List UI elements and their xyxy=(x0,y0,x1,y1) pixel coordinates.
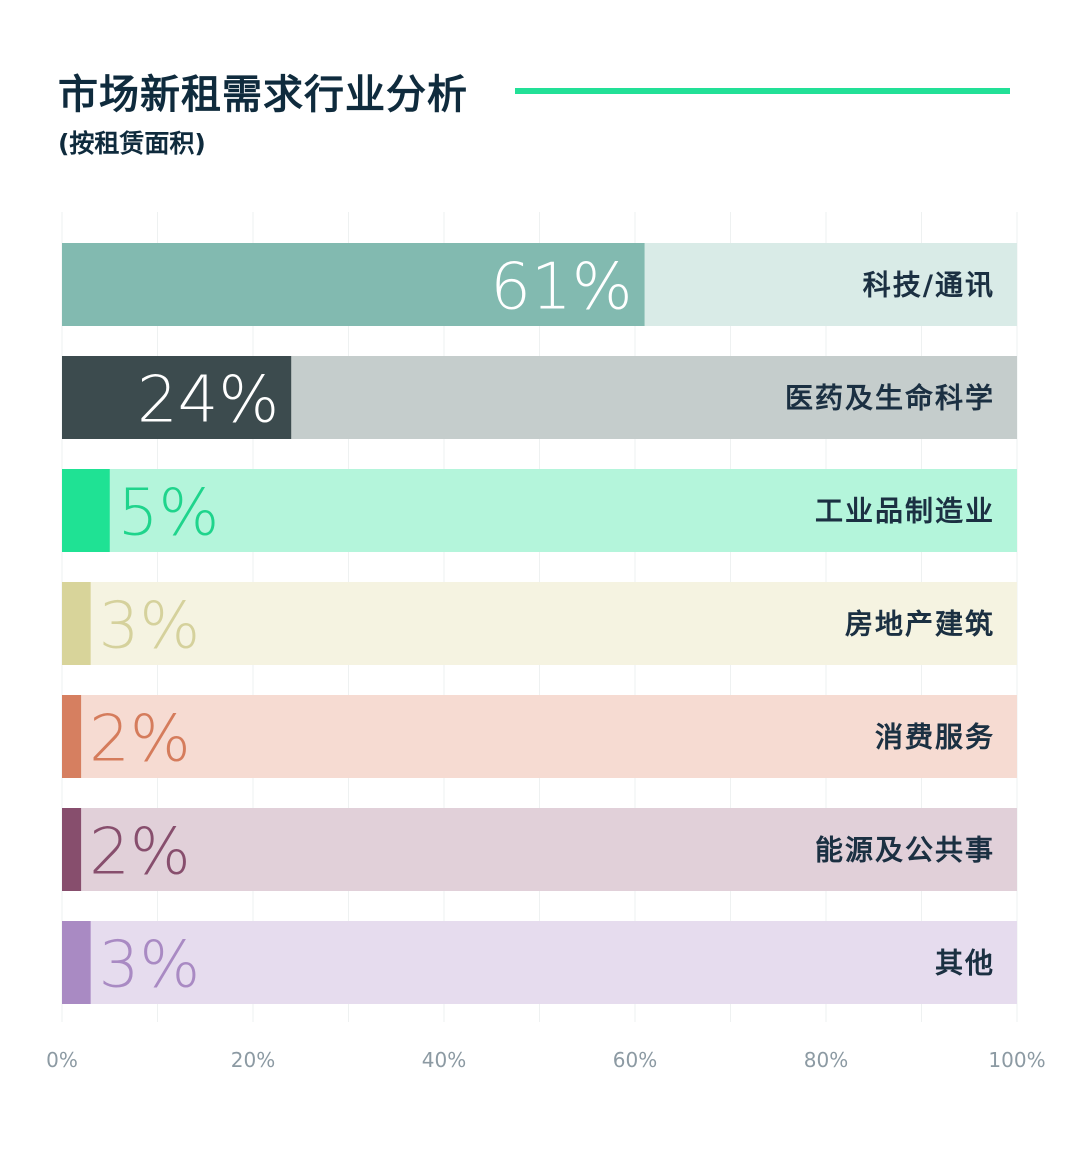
bar-value-label: 5% xyxy=(118,477,220,551)
bar xyxy=(62,469,110,552)
x-tick-label: 20% xyxy=(231,1048,275,1072)
bar-track xyxy=(62,921,1017,1004)
bar xyxy=(62,582,91,665)
x-tick-label: 60% xyxy=(613,1048,657,1072)
x-tick-label: 100% xyxy=(988,1048,1045,1072)
bar-value-label: 24% xyxy=(137,364,279,438)
x-tick-label: 80% xyxy=(804,1048,848,1072)
bar xyxy=(62,356,292,439)
bar-category-label: 消费服务 xyxy=(875,721,995,754)
bar-category-label: 医药及生命科学 xyxy=(785,382,995,415)
bar xyxy=(62,695,82,778)
bar-category-label: 能源及公共事 xyxy=(815,834,995,867)
bar-track xyxy=(62,695,1017,778)
bar-value-label: 3% xyxy=(99,929,201,1003)
bar-category-label: 其他 xyxy=(935,947,995,980)
bar xyxy=(62,921,91,1004)
bar xyxy=(62,243,645,326)
bar-value-label: 3% xyxy=(99,590,201,664)
bar-track xyxy=(62,469,1017,552)
chart-title: 市场新租需求行业分析 xyxy=(58,72,468,118)
bar-value-label: 61% xyxy=(490,251,632,325)
bar-category-label: 工业品制造业 xyxy=(815,495,995,528)
x-tick-label: 40% xyxy=(422,1048,466,1072)
x-tick-label: 0% xyxy=(46,1048,78,1072)
bar-value-label: 2% xyxy=(89,703,191,777)
bar-category-label: 房地产建筑 xyxy=(845,608,995,641)
bar-category-label: 科技/通讯 xyxy=(863,269,995,302)
bar xyxy=(62,808,82,891)
bar-track xyxy=(62,808,1017,891)
bar-value-label: 2% xyxy=(89,816,191,890)
chart-subtitle: (按租赁面积) xyxy=(58,129,206,158)
bar-track xyxy=(62,582,1017,665)
title-accent-rule xyxy=(515,88,1010,94)
